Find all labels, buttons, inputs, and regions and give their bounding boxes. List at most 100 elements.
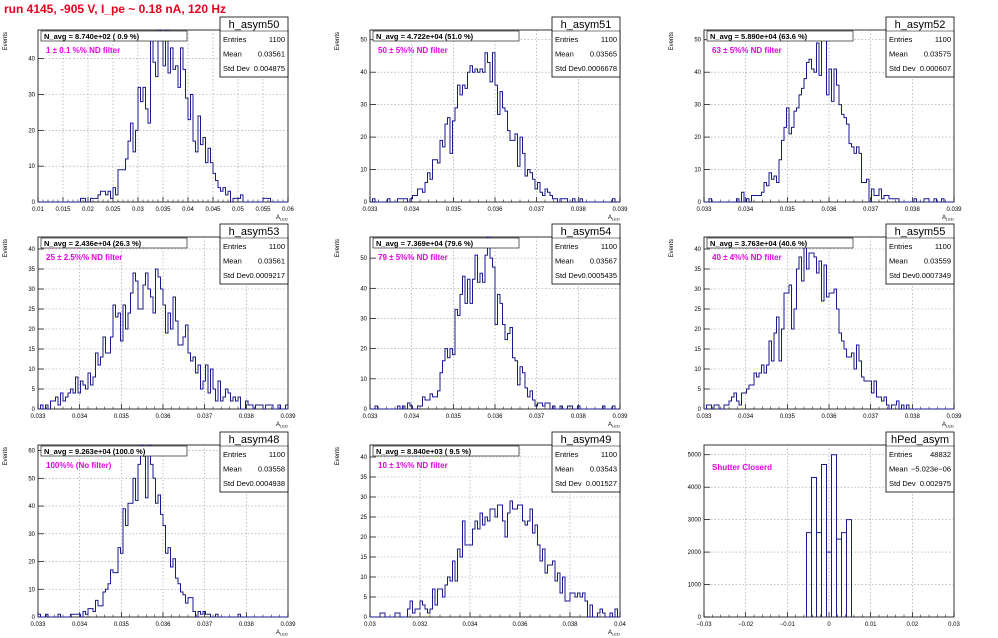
y-tick-label: 10 [28,164,35,170]
stats-box [551,16,621,78]
x-tick-label: 0.015 [55,207,71,213]
y-tick-label: 10 [360,575,367,581]
y-tick-label: 20 [694,327,701,333]
stats-label: Entries [555,450,579,459]
x-tick-label: 0.033 [362,207,378,213]
stats-label: Entries [223,35,247,44]
x-tick-label: 0.036 [155,414,171,420]
stats-label: Mean [555,50,574,59]
x-tick-label: 0.045 [205,207,221,213]
x-tick-label: 0.02 [906,622,918,628]
stats-label: Mean [223,50,242,59]
stats-label: Std Dev [889,64,916,73]
n-avg-box [706,30,854,42]
y-tick-label: 15 [28,347,35,353]
x-tick-label: 0.033 [696,414,712,420]
histogram-pad-h_asym51: 0.033 0.034 0.035 0.036 0.037 0.038 0.039 0 10 20… [335,16,628,222]
histogram-pad-h_asym54: 0.033 0.034 0.035 0.036 0.037 0.038 0.039 0 10 20… [335,223,628,429]
x-tick-label: 0.038 [905,414,921,420]
stats-box [885,223,955,285]
x-tick-label: 0.034 [404,207,420,213]
histogram-series-hPed_asym [806,454,852,617]
x-tick-label: 0.038 [571,414,587,420]
histogram-name: h_asym55 [895,226,946,238]
stats-value: 0.004875 [254,64,285,73]
n-avg-label: N_avg = 3.763e+04 (40.6 %) [710,239,808,248]
filter-annotation: Shutter Closerd [712,463,772,472]
y-tick-label: 30 [360,103,367,109]
stats-label: Std Dev [223,64,250,73]
histogram-series-h_asym50 [38,29,288,203]
y-tick-label: 25 [28,307,35,313]
x-tick-label: 0.05 [232,207,244,213]
x-tick-label: 0.035 [780,414,796,420]
x-tick-label: 0.037 [197,622,213,628]
y-tick-label: 10 [694,168,701,174]
y-tick-label: 0 [364,615,368,621]
x-tick-label: −0.01 [780,622,796,628]
y-tick-label: 25 [360,515,367,521]
n-avg-label: N_avg = 7.369e+04 (79.6 %) [376,239,474,248]
x-tick-label: 0.01 [32,207,44,213]
n-avg-box [372,445,520,457]
y-tick-label: 1000 [688,583,702,589]
y-tick-label: 30 [694,103,701,109]
stats-label: Mean [223,465,242,474]
y-tick-label: 40 [28,57,35,63]
y-axis-label: Events [3,447,9,465]
x-tick-label: 0.038 [562,622,578,628]
y-tick-label: 0 [32,615,36,621]
y-tick-label: 0 [698,615,702,621]
n-avg-box [40,30,188,42]
x-tick-label: 0.037 [863,207,879,213]
x-tick-label: 0.038 [571,207,587,213]
y-axis-label: Events [335,239,341,257]
x-tick-label: 0.02 [82,207,94,213]
y-tick-label: 20 [28,327,35,333]
histogram-series-h_asym55 [704,240,954,410]
y-tick-label: 0 [698,200,702,206]
stats-value: 1100 [935,242,951,251]
stats-value: 1100 [601,35,617,44]
stats-value: 48832 [930,450,951,459]
y-tick-label: 0 [364,200,368,206]
x-tick-label: 0.04 [614,622,626,628]
n-avg-label: N_avg = 4.722e+04 (51.0 %) [376,32,474,41]
stats-value: 1100 [269,35,285,44]
x-tick-label: 0.039 [612,414,628,420]
y-tick-label: 40 [360,286,367,292]
stats-value: 1100 [601,242,617,251]
y-tick-label: 3000 [688,518,702,524]
y-tick-label: 20 [694,135,701,141]
stats-box [885,431,955,493]
y-tick-label: 30 [694,287,701,293]
histogram-name: hPed_asym [891,434,949,446]
stats-value: 1100 [269,242,285,251]
stats-value: 0.03543 [590,465,617,474]
y-tick-label: 5 [364,595,368,601]
x-tick-label: 0.034 [72,622,88,628]
y-tick-label: 50 [360,38,367,44]
y-tick-label: 20 [28,128,35,134]
stats-value: 0.000607 [920,64,951,73]
stats-value: 1100 [269,450,285,459]
x-tick-label: −0.02 [738,622,754,628]
histogram-name: h_asym51 [561,19,612,31]
stats-label: Std Dev [555,479,582,488]
stats-label: Std Dev [555,64,582,73]
stats-value: 0.0005435 [582,271,617,280]
x-tick-label: 0.037 [529,414,545,420]
y-axis-label: Events [3,32,9,50]
y-tick-label: 5000 [688,453,702,459]
filter-annotation: 100%% (No filter) [46,461,112,470]
y-tick-label: 15 [694,347,701,353]
stats-value: 0.03575 [924,50,951,59]
histogram-name: h_asym48 [229,434,280,446]
x-tick-label: 0.037 [863,414,879,420]
y-tick-label: 4000 [688,485,702,491]
histogram-name: h_asym54 [561,226,612,238]
stats-box [219,431,289,493]
y-tick-label: 5 [32,387,36,393]
x-tick-label: 0.03 [364,622,376,628]
x-axis-label: ALED [608,422,620,429]
